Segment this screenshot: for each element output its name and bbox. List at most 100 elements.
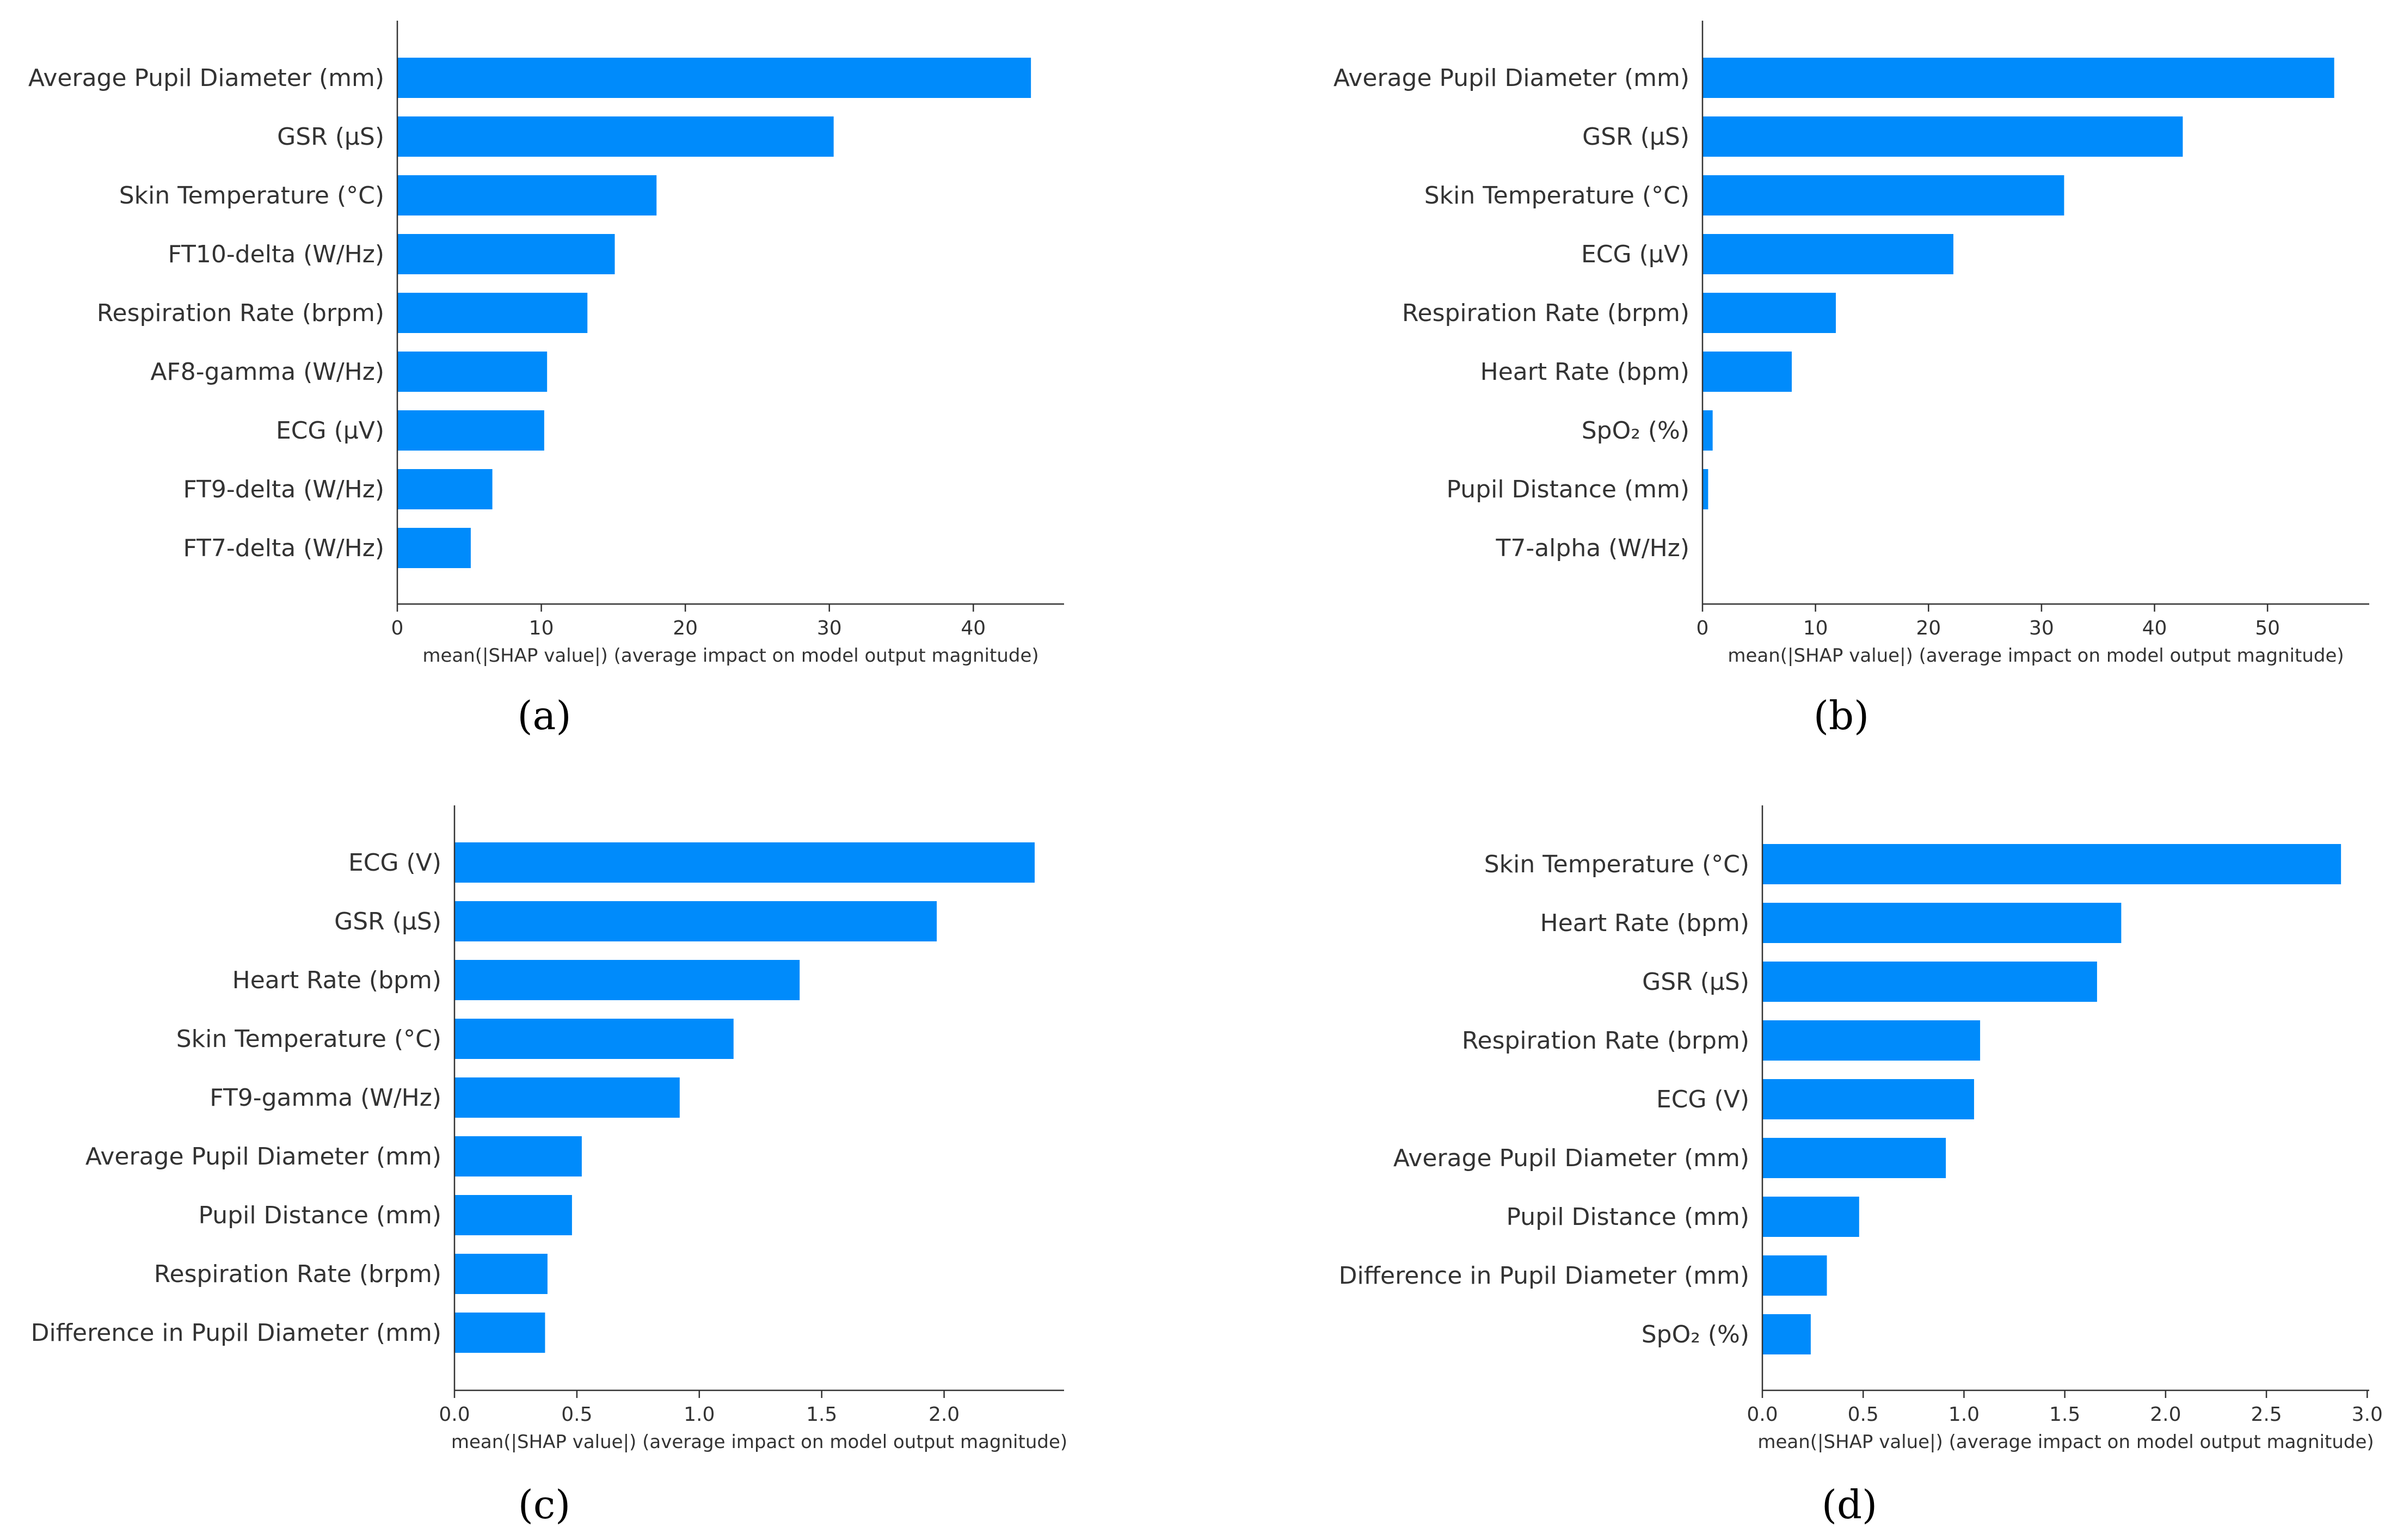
x-axis-label: mean(|SHAP value|) (average impact on mo… [422,645,1038,667]
category-label: Respiration Rate (brpm) [154,1260,441,1288]
category-label: Skin Temperature (°C) [119,182,384,210]
category-label: Heart Rate (bpm) [232,966,441,994]
bar [454,1136,582,1176]
x-tick-label: 2.5 [2251,1403,2282,1426]
panel-label: (a) [517,693,571,738]
bar [454,1313,545,1353]
category-label: FT10-delta (W/Hz) [168,241,384,268]
x-tick-label: 2.0 [2150,1403,2181,1426]
x-tick-label: 0.0 [439,1403,470,1426]
category-label: FT9-gamma (W/Hz) [210,1084,441,1112]
chart-panel-b: Average Pupil Diameter (mm) GSR (µS) Skin … [1333,21,2369,738]
bar [397,116,834,157]
bar [454,1077,680,1118]
x-tick-label: 1.0 [1949,1403,1980,1426]
category-label: Heart Rate (bpm) [1540,909,1749,937]
category-label: Difference in Pupil Diameter (mm) [1339,1262,1749,1290]
bar [397,58,1031,98]
category-label: AF8-gamma (W/Hz) [150,358,384,386]
bar [1762,1020,1981,1061]
bar [1702,410,1713,451]
x-tick-label: 0.5 [561,1403,592,1426]
bar [1702,293,1836,333]
category-label: GSR (µS) [1582,123,1689,151]
bar [1702,234,1953,274]
x-tick-label: 30 [2029,617,2054,639]
x-tick-label: 10 [1803,617,1828,639]
x-tick-label: 3.0 [2352,1403,2383,1426]
x-tick-label: 40 [2142,617,2167,639]
chart-panel-c: ECG (V) GSR (µS) Heart Rate (bpm) Skin Temp… [31,805,1067,1527]
x-tick-label: 20 [1916,617,1941,639]
category-label: FT7-delta (W/Hz) [183,534,384,562]
bar [1762,1079,1974,1119]
category-label: ECG (V) [1656,1086,1749,1113]
bar [397,528,471,568]
category-label: Pupil Distance (mm) [1507,1203,1749,1231]
bar [1762,962,2097,1002]
category-label: Respiration Rate (brpm) [97,299,384,327]
bar [1762,1314,1811,1354]
category-label: Pupil Distance (mm) [1447,476,1689,503]
x-tick-label: 2.0 [929,1403,960,1426]
x-tick-label: 40 [961,617,986,639]
category-label: Skin Temperature (°C) [176,1025,441,1053]
category-label: Respiration Rate (brpm) [1402,299,1689,327]
x-tick-label: 0 [391,617,404,639]
x-tick-label: 1.0 [684,1403,715,1426]
bar [1702,469,1708,509]
category-label: GSR (µS) [277,123,384,151]
x-tick-label: 0.5 [1848,1403,1879,1426]
bar [454,1254,548,1294]
category-label: SpO₂ (%) [1582,417,1689,445]
bar [454,960,800,1000]
bar [1762,1197,1859,1237]
x-tick-label: 20 [673,617,698,639]
x-tick-label: 1.5 [806,1403,837,1426]
bar [1762,844,2341,884]
category-label: GSR (µS) [334,908,441,935]
bar [1702,116,2183,157]
category-label: SpO₂ (%) [1642,1321,1749,1348]
x-axis-label: mean(|SHAP value|) (average impact on mo… [1728,645,2344,667]
bar [454,1195,572,1235]
bar [397,293,588,333]
bar [1762,903,2122,943]
x-axis-label: mean(|SHAP value|) (average impact on mo… [1757,1431,2374,1453]
bar [454,1019,734,1059]
category-label: ECG (V) [348,849,441,877]
bar [1702,352,1792,392]
chart-panel-d: Skin Temperature (°C) Heart Rate (bpm) GSR… [1339,805,2383,1527]
bar [397,234,615,274]
bar [397,352,548,392]
category-label: Average Pupil Diameter (mm) [85,1143,441,1171]
category-label: ECG (µV) [1581,241,1689,268]
x-tick-label: 0 [1697,617,1709,639]
category-label: Average Pupil Diameter (mm) [1393,1144,1749,1172]
category-label: Average Pupil Diameter (mm) [28,64,384,92]
bar [397,469,493,509]
category-label: Heart Rate (bpm) [1480,358,1689,386]
category-label: FT9-delta (W/Hz) [183,476,384,503]
x-axis-label: mean(|SHAP value|) (average impact on mo… [451,1431,1067,1453]
x-tick-label: 10 [529,617,554,639]
category-label: Difference in Pupil Diameter (mm) [31,1319,441,1347]
bar [397,410,544,451]
bar [454,842,1035,883]
x-tick-label: 30 [817,617,842,639]
category-label: Respiration Rate (brpm) [1462,1027,1749,1055]
chart-panel-a: Average Pupil Diameter (mm) GSR (µS) Skin … [28,21,1064,738]
x-tick-label: 0.0 [1747,1403,1778,1426]
x-tick-label: 1.5 [2049,1403,2080,1426]
panel-label: (c) [518,1482,571,1527]
category-label: ECG (µV) [276,417,384,445]
category-label: Skin Temperature (°C) [1424,182,1689,210]
bar [1702,58,2334,98]
x-tick-label: 50 [2255,617,2280,639]
panel-label: (d) [1822,1482,1877,1527]
bar [397,175,657,215]
category-label: GSR (µS) [1642,968,1749,996]
category-label: Pupil Distance (mm) [199,1202,441,1229]
panel-label: (b) [1814,693,1869,738]
